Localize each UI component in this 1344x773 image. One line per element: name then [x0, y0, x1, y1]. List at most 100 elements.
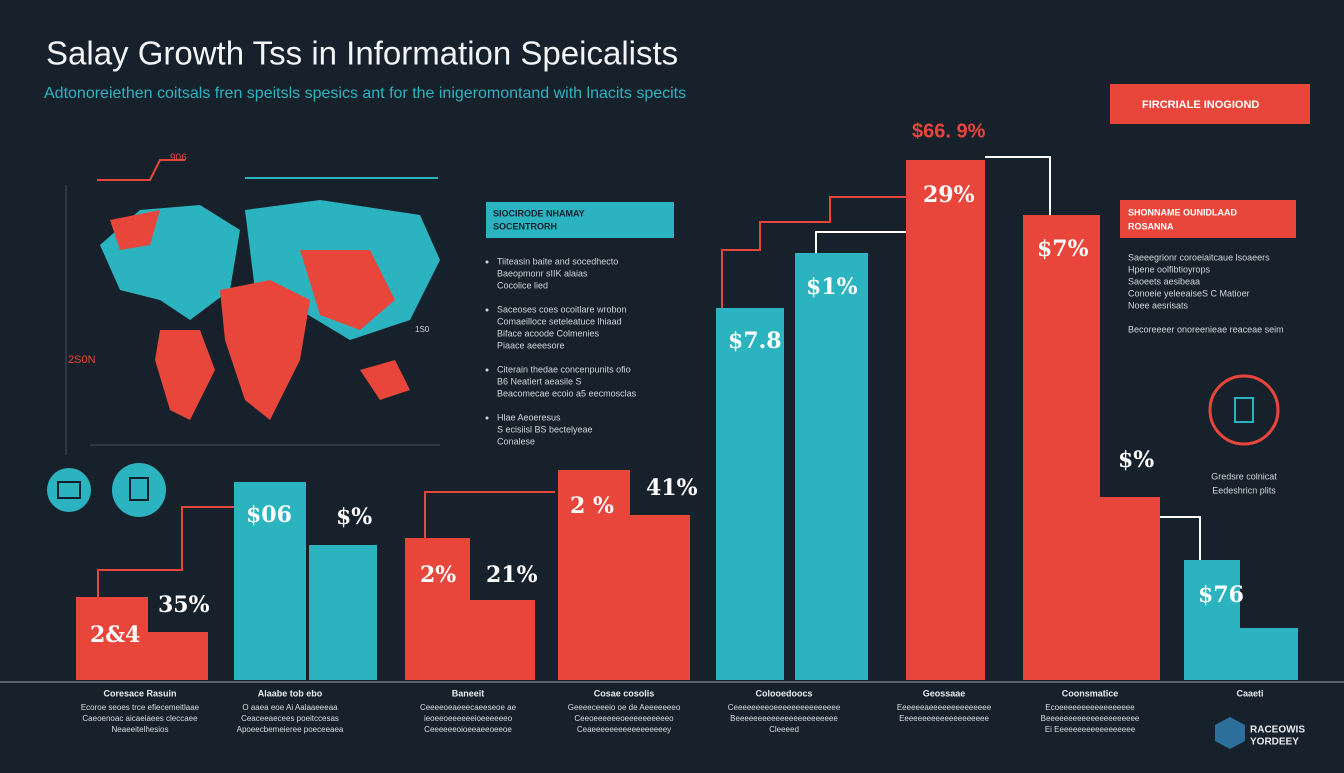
caption-text: ieoeeoeeeeeeioeeeeeeo [424, 714, 513, 723]
bar-label: $% [336, 504, 372, 530]
bullet-text: Comaeilloce seteleatuce lhiaad [497, 316, 622, 326]
bullet-text: Biface acoode Colmenies [497, 328, 600, 338]
bullet-text: Hlae Aeoeresus [497, 412, 561, 422]
side-text: Hpene oolfibtioyrops [1128, 264, 1211, 274]
bar [76, 597, 148, 680]
icon [1234, 397, 1254, 423]
info-heading-box [486, 202, 674, 238]
badge: FIRCRIALE INOGIOND [1142, 99, 1259, 111]
map-land [110, 210, 160, 250]
map-land [360, 360, 410, 400]
logo: YORDEEY [1250, 737, 1299, 748]
bar-labels: 2&4 35% $06 $% 2% 21% 2 % 41% $7.8 $1% 29% $7% $% $76 [90, 182, 1244, 648]
info-heading: SIOCIRODE NHAMAY [493, 208, 585, 218]
bar [630, 515, 690, 680]
caption-text: Ceaeeeeeeeeeeeeeeeeey [577, 725, 671, 734]
bar-label: $% [1118, 447, 1154, 473]
bar-label: $7% [1037, 236, 1089, 262]
connector [1160, 516, 1201, 560]
bar-label: $76 [1198, 582, 1244, 608]
bar-label: 41% [646, 475, 698, 501]
caption-text: Ceeeeeeoioeeaeeoeeoe [424, 725, 512, 734]
connector [97, 159, 185, 181]
icon [57, 481, 81, 499]
map-label: 906 [170, 153, 187, 164]
map-panel: 906 2S0N 1S0 [65, 153, 440, 455]
title: Salay Growth Tss in Information Speicali… [46, 35, 678, 72]
caption-title: Alaabe tob ebo [258, 688, 323, 698]
caption-text: Ecoeeeeeeeeeeeeeeeee [1045, 703, 1135, 712]
logo-mark [1215, 717, 1245, 749]
caption-text: Beeeeeeeeeeeeeeeeeeeee [1041, 714, 1140, 723]
caption-text: O aaea eoe Ai Aalaaeeeaa [242, 703, 338, 712]
icon-caption: Gredsre colnicat [1211, 471, 1277, 481]
map-land [155, 330, 215, 420]
bullet-dot [485, 308, 489, 312]
connector [424, 491, 555, 538]
icon-caption: Eedeshricn plits [1212, 485, 1276, 495]
caption-text: Ceeeeeeeeoeeeeeeeeeeeeeee [728, 703, 841, 712]
caption-title: Caaeti [1236, 688, 1263, 698]
caption-text: Ei Eeeeeeeeeeeeeeeeee [1045, 725, 1136, 734]
bullet-text: Citerain thedae concenpunits ofio [497, 364, 631, 374]
bullet-dot [485, 416, 489, 420]
bar [1184, 560, 1240, 680]
bullet-text: S ecisiisl BS bectelyeae [497, 424, 593, 434]
bullet-dot [485, 368, 489, 372]
connector [721, 196, 906, 308]
bar [795, 253, 868, 680]
side-text: Saeeegrionr coroeiaitcaue lsoaeers [1128, 252, 1270, 262]
side-heading: ROSANNA [1128, 221, 1174, 231]
side-text: Saoeets aesibeaa [1128, 276, 1200, 286]
bullet-text: Saceoses coes ocoitlare wrobon [497, 304, 627, 314]
bullet-text: Tiiteasin baite and socedhecto [497, 256, 618, 266]
captions: Coresace Rasuin Ecoroe seoes trce efiecem… [81, 688, 1264, 734]
connector [985, 156, 1051, 215]
bar [906, 160, 985, 680]
caption-text: Apoeecbemeieree poeceeaea [237, 725, 344, 734]
bar [309, 545, 377, 680]
bar [234, 482, 306, 680]
bullet-text: Piaace aeeesore [497, 340, 565, 350]
peak-label: $66. 9% [912, 120, 986, 142]
info-bullets: Tiiteasin baite and socedhecto Baeopmonr … [485, 256, 637, 446]
icon-ring [1208, 374, 1280, 446]
map-land [220, 280, 310, 420]
caption-text: Ecoroe seoes trce efiecemeitlaae [81, 703, 200, 712]
map-land [300, 250, 395, 330]
bullet-text: Conalese [497, 436, 535, 446]
connector [97, 506, 234, 597]
badge-box [1110, 84, 1310, 124]
caption-title: Baneeit [452, 688, 485, 698]
bar-label: 2 % [570, 493, 614, 519]
caption-title: Colooedoocs [755, 688, 812, 698]
side-text: Becoreeeer onoreenieae reaceae seim [1128, 324, 1284, 334]
bar-label: 2% [420, 562, 456, 588]
side-heading: SHONNAME OUNIDLAAD [1128, 207, 1237, 217]
bar [1240, 628, 1298, 680]
bullet-text: Baeopmonr sIIK alaias [497, 268, 588, 278]
bar [716, 308, 784, 680]
caption-title: Geossaae [923, 688, 966, 698]
caption-text: Ceeeeoeaeeecaeeseoe ae [420, 703, 517, 712]
bullet-text: Cocolice lied [497, 280, 548, 290]
bars [76, 160, 1298, 680]
caption-text: Ceeoeeeeeeoeeeeeeeeeeo [574, 714, 674, 723]
icon-circle [47, 468, 91, 512]
side-lines: Saeeegrionr coroeiaitcaue lsoaeers Hpene … [1128, 252, 1284, 334]
caption-title: Coresace Rasuin [103, 688, 176, 698]
caption-text: Eeeeeeeeeeeeeeeeeeee [899, 714, 989, 723]
bar [558, 470, 630, 680]
bar [148, 632, 208, 680]
subtitle: Adtonoreiethen coitsals fren speitsls sp… [44, 85, 686, 102]
caption-text: Neaeeitelhesios [112, 725, 169, 734]
bar-label: 2&4 [90, 622, 140, 648]
caption-text: Geeeeceeeio oe de Aeeeeeeeo [568, 703, 681, 712]
map-label: 1S0 [415, 325, 430, 334]
caption-text: Caeoenoac aicaeiaees cleccaee [82, 714, 198, 723]
side-text: Noee aesrisats [1128, 300, 1189, 310]
caption-title: Coonsmatice [1062, 688, 1119, 698]
bar-label: $06 [246, 502, 292, 528]
bar [1023, 215, 1100, 680]
